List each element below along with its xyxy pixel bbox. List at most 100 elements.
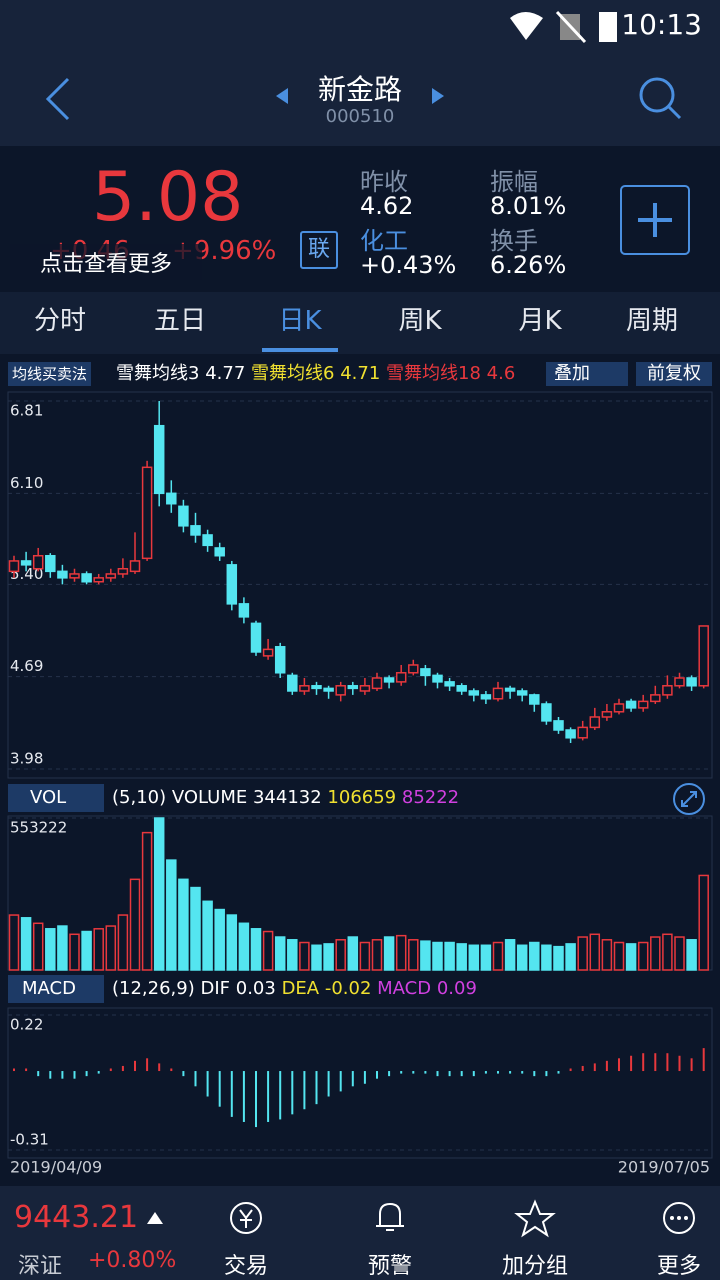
legend-value: 4.71 (340, 363, 381, 384)
nav-item[interactable]: 预警 (367, 1254, 412, 1279)
candle-body (202, 534, 213, 547)
tab-indicator (262, 348, 338, 352)
volume-bar (529, 941, 540, 971)
candle-body (601, 711, 613, 718)
stat-label: 振幅 (490, 168, 538, 196)
volume-bar (553, 945, 564, 971)
candle-body (250, 622, 262, 653)
volume-bar (57, 925, 68, 971)
next-stock[interactable] (428, 84, 448, 108)
candle-body (69, 573, 80, 579)
y-tick-label: -0.31 (10, 1131, 49, 1149)
value: 344132 (252, 787, 322, 808)
volume-bar (359, 941, 371, 971)
label: VOLUME (171, 787, 248, 808)
tab-active[interactable]: 日K (278, 306, 322, 336)
candle-body (456, 685, 467, 692)
label: DEA (281, 978, 320, 999)
candle-body (274, 646, 286, 674)
volume-bar (117, 914, 129, 971)
candle-body (444, 681, 455, 687)
tab[interactable]: 月K (518, 306, 562, 336)
date-label: 2019/04/09 (10, 1158, 102, 1177)
volume-bar (674, 936, 685, 971)
nav-item[interactable]: 更多 (656, 1254, 701, 1279)
candle-body (190, 525, 201, 536)
params: (12,26,9) (112, 978, 195, 999)
volume-bar (141, 831, 153, 971)
volume-bar (32, 922, 44, 971)
volume-bar (432, 941, 443, 971)
volume-bar (480, 944, 492, 971)
volume-bar (565, 943, 576, 971)
frame (7, 1007, 713, 1159)
tab[interactable]: 周K (398, 306, 442, 336)
candle-body (553, 720, 564, 731)
tab[interactable]: 周期 (625, 306, 678, 336)
volume-bar (347, 936, 359, 971)
candle-body (686, 677, 697, 687)
candle-body (262, 648, 274, 657)
candle-body (81, 573, 92, 583)
date-label: 2019/07/05 (618, 1158, 710, 1177)
volume-bar (613, 941, 625, 971)
volume-bar (456, 943, 467, 971)
volume-bar (698, 874, 709, 971)
prev-stock[interactable] (272, 84, 292, 108)
volume-bar (69, 933, 80, 971)
candle-body (129, 560, 141, 573)
back-button[interactable] (40, 75, 80, 125)
stat-value: 4.62 (360, 192, 414, 220)
volume-bar (468, 944, 480, 971)
candle-body (468, 690, 480, 696)
candle-body (420, 668, 431, 677)
stock-code: 000510 (325, 106, 395, 127)
volume-bar (166, 859, 177, 971)
volume-bar (202, 900, 213, 971)
add-button[interactable] (620, 185, 690, 255)
y-tick-label: 553222 (10, 819, 67, 837)
nav-item[interactable]: 加分组 (501, 1254, 568, 1279)
candle-body (105, 573, 117, 579)
tab[interactable]: 分时 (33, 306, 86, 336)
toast[interactable]: 点击查看更多 (10, 244, 203, 280)
overlay-select[interactable]: 叠加 (546, 362, 628, 386)
volume-bar (371, 939, 383, 971)
adjust-button[interactable]: 前复权 (636, 362, 712, 386)
candle-body (504, 687, 516, 692)
stat-label[interactable]: 化工 (360, 227, 408, 255)
nav-item[interactable]: 交易 (223, 1254, 268, 1279)
candle-body (480, 694, 492, 700)
volume-bar (214, 908, 225, 971)
volume-bar (492, 941, 504, 971)
params: (5,10) (112, 787, 167, 808)
candle-body (589, 716, 601, 729)
volume-bar (93, 928, 104, 971)
volume-bar (589, 933, 601, 971)
volume-bar (383, 936, 395, 971)
volume-bar (625, 943, 637, 971)
tab[interactable]: 五日 (153, 306, 206, 336)
stat-label: 换手 (490, 227, 538, 255)
volume-bar (262, 930, 274, 971)
badge[interactable]: 联 (300, 231, 338, 269)
candle-body (383, 677, 395, 683)
indicator-select[interactable]: 均线买卖法 (8, 362, 92, 386)
expand-button[interactable] (672, 782, 706, 816)
y-tick-label: 6.10 (10, 474, 43, 492)
volume-bar (516, 944, 528, 971)
volume-bar (190, 886, 201, 971)
volume-bar (178, 878, 189, 971)
candle-body (226, 564, 238, 605)
volume-bar (129, 878, 141, 971)
volume-bar (444, 941, 455, 971)
up-arrow (147, 1212, 163, 1224)
volume-bar (20, 917, 32, 971)
candle-body (214, 547, 225, 557)
index-name: 深证 (18, 1254, 63, 1279)
vol-select[interactable]: VOL (8, 784, 104, 812)
candle-body (57, 570, 68, 579)
index-value[interactable]: 9443.21 (14, 1200, 139, 1235)
macd-select[interactable]: MACD (8, 975, 104, 1003)
search-button[interactable] (636, 74, 684, 122)
